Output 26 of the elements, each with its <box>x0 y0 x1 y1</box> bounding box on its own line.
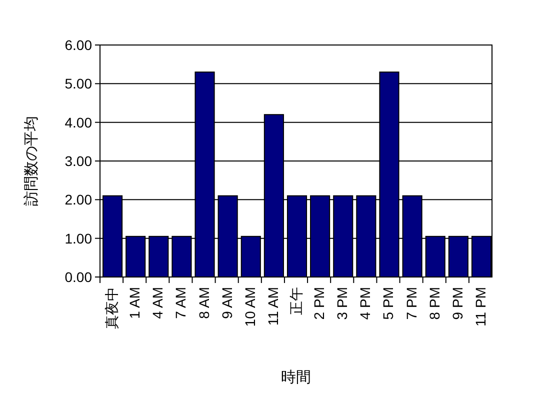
y-tick-label: 1.00 <box>64 230 92 246</box>
x-tick-label: 3 PM <box>334 287 350 320</box>
y-tick-label: 4.00 <box>64 114 92 130</box>
x-tick-label: 7 AM <box>172 287 189 319</box>
x-tick-label: 11 AM <box>264 287 281 326</box>
x-tick-label: 5 PM <box>380 287 396 320</box>
x-tick-label: 11 PM <box>472 287 488 326</box>
x-tick-label: 2 PM <box>311 287 328 320</box>
x-tick-label: 10 AM <box>242 287 258 327</box>
x-tick-label: 4 PM <box>357 287 374 320</box>
x-tick-label: 9 AM <box>218 287 235 319</box>
y-tick-label: 5.00 <box>64 76 92 92</box>
y-tick-label: 2.00 <box>64 192 92 208</box>
y-axis-title: 訪問数の平均 <box>23 116 40 206</box>
y-tick-label: 0.00 <box>64 269 92 285</box>
x-tick-label: 8 PM <box>426 287 442 320</box>
y-tick-label: 6.00 <box>64 37 92 53</box>
x-tick-label: 真夜中 <box>104 287 120 329</box>
x-tick-label: 7 PM <box>403 287 420 320</box>
x-tick-label: 1 AM <box>126 287 143 319</box>
x-tick-label: 4 AM <box>150 287 166 319</box>
x-tick-label: 正午 <box>288 287 304 315</box>
x-axis-title: 時間 <box>281 369 311 386</box>
y-tick-label: 3.00 <box>64 153 92 169</box>
x-tick-label: 9 PM <box>449 287 466 320</box>
x-tick-label: 8 AM <box>196 287 212 319</box>
